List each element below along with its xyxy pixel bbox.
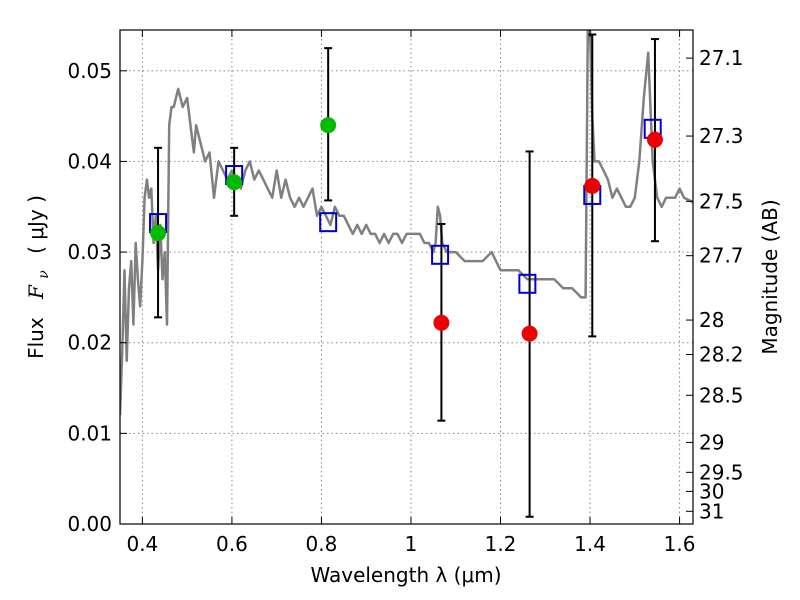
detection-point-green bbox=[150, 225, 167, 242]
y-axis-label-units: ( μJy ) bbox=[24, 195, 48, 254]
x-tick-label: 1.4 bbox=[574, 532, 606, 556]
detection-point-green bbox=[320, 117, 337, 134]
y2-tick-label: 29 bbox=[699, 430, 724, 454]
y-tick-label: 0.05 bbox=[67, 59, 112, 83]
photometry-point-red bbox=[433, 314, 450, 331]
y2-tick-label: 28.2 bbox=[699, 342, 744, 366]
model-point-square bbox=[319, 212, 338, 233]
photometry-point-red bbox=[646, 131, 663, 148]
x-tick-label: 1 bbox=[405, 532, 418, 556]
y-axis-label-symbol: F bbox=[24, 284, 48, 300]
y-axis-label: Flux F ν ( μJy ) bbox=[24, 195, 53, 359]
y-tick-label: 0.04 bbox=[67, 149, 112, 173]
y2-tick-label: 29.5 bbox=[699, 460, 744, 484]
x-tick-label: 1.6 bbox=[664, 532, 696, 556]
marker-layer bbox=[149, 117, 663, 342]
photometry-point-red bbox=[521, 325, 538, 342]
y2-tick-label: 27.5 bbox=[699, 189, 744, 213]
plot-frame bbox=[119, 29, 694, 525]
x-tick-label: 1.2 bbox=[485, 532, 517, 556]
model-layer bbox=[120, 30, 693, 416]
y2-tick-label: 31 bbox=[699, 499, 724, 523]
y2-tick-label: 27.1 bbox=[699, 46, 744, 70]
photometry-point-red bbox=[584, 177, 601, 194]
detection-point-green bbox=[226, 174, 243, 191]
y-tick-label: 0.00 bbox=[67, 512, 112, 536]
y-tick-label: 0.01 bbox=[67, 421, 112, 445]
y-axis-label-subscript: ν bbox=[36, 270, 52, 279]
model-point-square bbox=[518, 273, 537, 294]
x-tick-label: 0.8 bbox=[306, 532, 338, 556]
y-tick-label: 0.02 bbox=[67, 331, 112, 355]
y-tick-label: 0.03 bbox=[67, 240, 112, 264]
tick-layer: 0.4 0.6 0.8 1 1.2 1.4 1.6 0.00 0.01 0.02 0.03 0.04 0… bbox=[67, 30, 744, 556]
x-tick-label: 0.4 bbox=[126, 532, 158, 556]
y2-tick-label: 27.7 bbox=[699, 244, 744, 268]
model-point-square bbox=[431, 244, 450, 265]
model-spectrum-line bbox=[120, 30, 693, 416]
x-axis-label: Wavelength λ (μm) bbox=[310, 563, 501, 587]
y2-tick-label: 28.5 bbox=[699, 383, 744, 407]
y2-tick-label: 27.3 bbox=[699, 124, 744, 148]
y2-axis-label: Magnitude (AB) bbox=[758, 199, 782, 354]
y-axis-label-prefix: Flux bbox=[24, 317, 48, 359]
y2-tick-label: 30 bbox=[699, 479, 724, 503]
x-tick-label: 0.6 bbox=[216, 532, 248, 556]
y2-tick-label: 28 bbox=[699, 308, 724, 332]
